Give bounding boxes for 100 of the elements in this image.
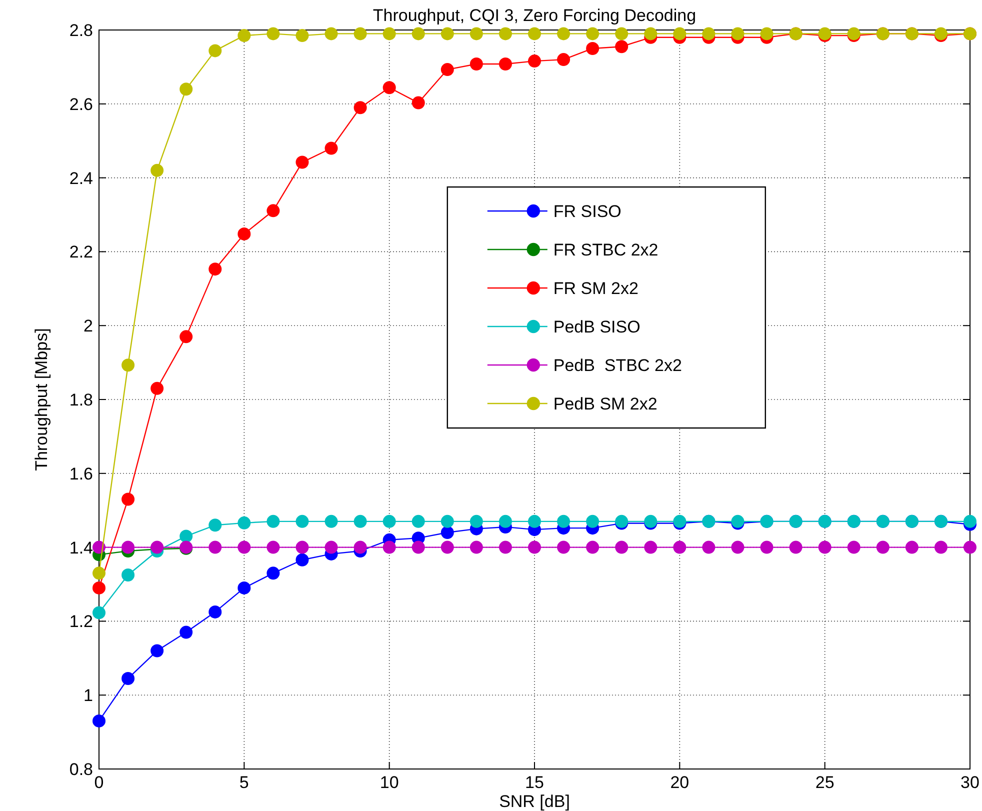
point	[354, 27, 367, 40]
y-tick-label: 2	[84, 316, 93, 336]
point	[150, 382, 164, 395]
point	[92, 714, 106, 728]
point	[180, 82, 193, 96]
point	[615, 40, 628, 54]
point	[92, 581, 106, 594]
point	[382, 514, 396, 528]
point	[122, 540, 135, 554]
point	[470, 57, 483, 70]
point	[208, 518, 222, 532]
point	[964, 540, 976, 554]
legend-label: PedB SISO	[553, 318, 640, 336]
point	[92, 566, 106, 580]
point	[412, 540, 425, 554]
point	[528, 514, 541, 528]
point	[731, 540, 744, 554]
point	[440, 540, 454, 554]
point	[122, 672, 135, 685]
x-tick-label: 5	[239, 773, 249, 792]
point	[150, 644, 164, 658]
point	[354, 540, 367, 554]
point	[412, 96, 425, 110]
y-tick-label: 2.2	[69, 242, 93, 262]
point	[382, 27, 396, 40]
point	[905, 540, 918, 554]
y-tick-label: 1.6	[69, 464, 93, 484]
point	[615, 27, 628, 40]
point	[412, 514, 425, 528]
point	[296, 553, 309, 566]
point	[412, 27, 425, 40]
y-axis-title: Throughput [Mbps]	[32, 328, 51, 471]
point	[818, 540, 832, 554]
point	[673, 27, 686, 40]
point	[731, 27, 744, 40]
point	[122, 568, 135, 582]
point	[528, 54, 541, 68]
point	[440, 526, 454, 540]
point	[470, 540, 483, 554]
point	[208, 262, 222, 276]
y-tick-label: 1.8	[69, 390, 93, 410]
y-tick-label: 1	[84, 686, 93, 706]
point	[702, 27, 716, 40]
point	[238, 29, 251, 42]
point	[324, 514, 338, 528]
point	[324, 142, 338, 155]
point	[615, 540, 628, 554]
point	[238, 540, 251, 554]
point	[266, 514, 280, 528]
legend-label: PedB STBC 2x2	[553, 356, 682, 375]
point	[557, 27, 570, 40]
x-tick-label: 25	[815, 773, 834, 792]
point	[266, 566, 280, 580]
point	[208, 540, 222, 554]
point	[180, 530, 193, 543]
x-tick-label: 0	[94, 773, 104, 792]
point	[122, 358, 135, 372]
chart-title: Throughput, CQI 3, Zero Forcing Decoding	[372, 6, 696, 25]
point	[440, 27, 454, 40]
point	[498, 514, 512, 528]
point	[238, 516, 251, 530]
point	[238, 227, 251, 240]
point	[673, 540, 686, 554]
point	[122, 492, 135, 506]
point	[354, 514, 367, 528]
point	[296, 29, 309, 42]
point	[238, 581, 251, 594]
point	[557, 514, 570, 528]
point	[324, 27, 338, 40]
point	[586, 514, 600, 528]
point	[92, 606, 106, 620]
point	[498, 540, 512, 554]
x-tick-label: 10	[380, 773, 399, 792]
point	[208, 605, 222, 618]
y-tick-label: 2.4	[69, 168, 93, 188]
point	[702, 540, 716, 554]
point	[498, 57, 512, 70]
point	[180, 330, 193, 344]
point	[557, 53, 570, 66]
point	[382, 540, 396, 554]
point	[528, 27, 541, 40]
y-tick-label: 2.8	[69, 21, 93, 40]
point	[382, 81, 396, 94]
point	[266, 27, 280, 40]
point	[180, 626, 193, 639]
legend-label: FR SISO	[553, 202, 622, 221]
point	[208, 44, 222, 58]
x-axis-title: SNR [dB]	[499, 792, 570, 811]
x-tick-label: 20	[670, 773, 690, 792]
point	[440, 63, 454, 76]
point	[586, 27, 600, 40]
x-tick-label: 30	[960, 773, 980, 792]
point	[760, 540, 774, 554]
legend-label: FR STBC 2x2	[553, 240, 658, 260]
y-tick-label: 2.6	[69, 94, 93, 114]
point	[266, 540, 280, 554]
point	[644, 27, 658, 40]
point	[760, 27, 774, 40]
x-tick-label: 15	[525, 773, 544, 792]
point	[470, 514, 483, 528]
